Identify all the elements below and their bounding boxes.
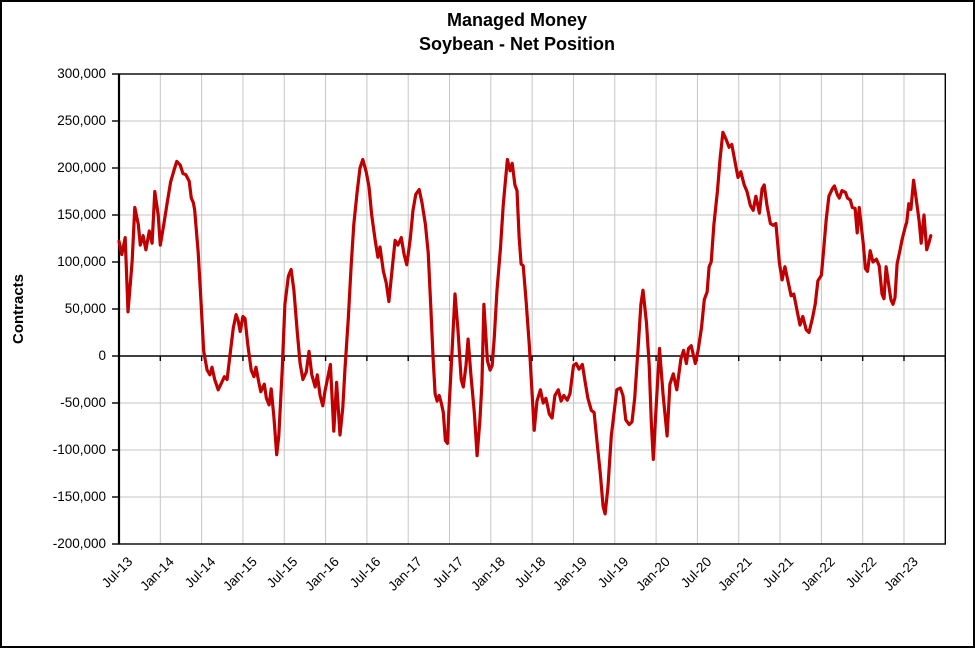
y-tick-label: 300,000 [57,66,106,81]
y-tick-label: 0 [98,348,106,363]
chart-title-line1: Managed Money [446,10,588,30]
net-position-series [117,130,933,516]
y-tick-label: -100,000 [52,442,106,457]
y-tick-label: 150,000 [57,207,106,222]
y-tick-label: 200,000 [57,160,106,175]
y-tick-label: 100,000 [57,254,106,269]
y-tick-label: 50,000 [64,301,106,316]
chart-title-line2: Soybean - Net Position [418,34,616,54]
y-tick-label: -150,000 [52,489,106,504]
y-tick-label: 250,000 [57,113,106,128]
y-tick-label: -50,000 [60,395,106,410]
y-tick-label: -200,000 [52,536,106,551]
